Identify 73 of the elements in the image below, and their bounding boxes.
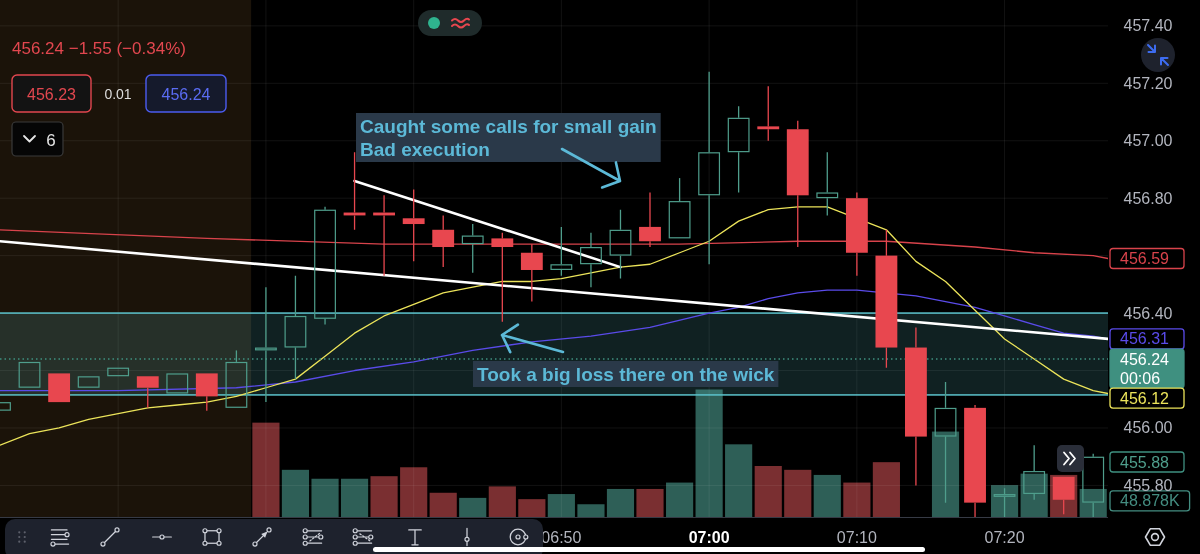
y-tick-label: 456.80 <box>1123 189 1173 207</box>
bar <box>606 488 635 517</box>
candlestick <box>491 232 514 323</box>
bar <box>725 444 753 517</box>
candlestick <box>964 404 986 517</box>
bar <box>488 486 516 517</box>
bar <box>1020 473 1048 517</box>
candlestick <box>875 229 898 369</box>
bar <box>429 492 457 517</box>
y-tick-label: 455.80 <box>1123 476 1173 494</box>
bar <box>931 431 960 517</box>
bar <box>872 462 900 517</box>
x-tick-label: 07:10 <box>836 528 877 546</box>
y-tick-label: 457.20 <box>1123 74 1173 92</box>
candlestick <box>461 223 484 274</box>
candlestick <box>255 286 277 403</box>
bar <box>636 488 664 517</box>
bar <box>695 389 723 517</box>
bar <box>813 474 841 517</box>
candlestick <box>639 191 661 248</box>
bar <box>547 494 575 517</box>
text: 455.88 <box>1120 453 1170 471</box>
candlestick <box>757 85 780 142</box>
candlestick <box>284 275 307 380</box>
bar <box>754 466 782 517</box>
bar <box>400 467 428 517</box>
text: 48.878K <box>1120 492 1180 510</box>
bar <box>666 482 694 517</box>
x-tick-label: 07:20 <box>984 528 1025 546</box>
x-tick-label: 07:00 <box>688 528 730 546</box>
candlestick <box>136 376 159 409</box>
bar <box>459 497 487 517</box>
candlestick <box>550 226 573 277</box>
y-tick-label: 456.00 <box>1123 419 1173 437</box>
annotation: 456.23 <box>27 85 77 103</box>
bar <box>281 469 310 517</box>
candlestick <box>580 232 602 288</box>
annotation: 0.01 <box>104 86 132 102</box>
candlestick <box>905 326 927 487</box>
candlestick <box>698 71 721 265</box>
candlestick <box>668 177 691 239</box>
candlestick <box>314 206 336 326</box>
data-label: 456.59 <box>1120 250 1170 267</box>
data-label: 456.31 <box>1120 330 1170 348</box>
line-series <box>0 229 1108 260</box>
candlestick <box>402 188 425 263</box>
annotation: 6 <box>46 130 56 150</box>
candlestick <box>727 105 750 194</box>
candlestick <box>609 209 632 280</box>
bar <box>340 478 369 517</box>
candlestick <box>845 191 868 277</box>
candlestick <box>816 151 839 217</box>
bar <box>843 482 871 517</box>
text: 00:06 <box>1120 369 1161 387</box>
bar <box>577 504 605 517</box>
annotation: 456.24 <box>161 85 211 103</box>
ref-line-label: 456.24 <box>1120 350 1170 368</box>
candlestick <box>934 381 957 504</box>
y-tick-label: 457.40 <box>1123 17 1173 35</box>
bar <box>518 499 546 517</box>
y-tick-label: 456.40 <box>1123 304 1173 322</box>
candlestick <box>1023 444 1046 501</box>
bar <box>784 469 812 517</box>
line-series <box>0 206 1108 446</box>
bar <box>370 476 398 517</box>
candlestick <box>520 243 543 303</box>
y-tick-label: 457.00 <box>1123 132 1173 150</box>
data-label: 456.12 <box>1120 389 1170 407</box>
candlestick <box>786 119 809 248</box>
text: 456.24 −1.55 (−0.34%) <box>12 39 186 58</box>
bar <box>252 422 280 517</box>
bar <box>311 478 339 517</box>
candlestick <box>432 214 455 268</box>
